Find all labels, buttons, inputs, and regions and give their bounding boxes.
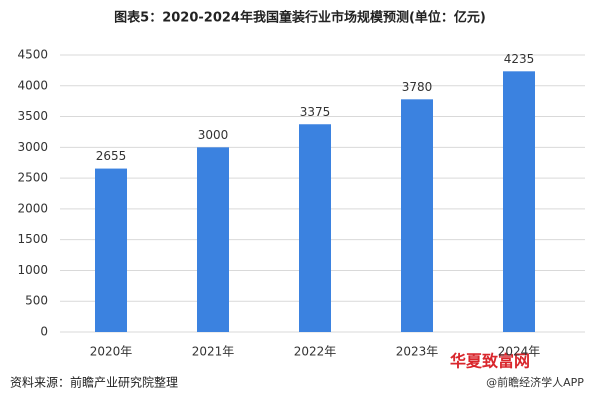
bar: [95, 168, 127, 332]
watermark: 华夏致富网: [450, 352, 530, 371]
watermark: @前瞻经济学人APP: [486, 375, 584, 389]
y-tick-label: 1500: [17, 232, 48, 246]
y-tick-label: 4000: [17, 78, 48, 92]
y-tick-label: 4500: [17, 48, 48, 62]
chart-title: 图表5：2020-2024年我国童装行业市场规模预测(单位：亿元): [114, 10, 486, 26]
x-tick-label: 2022年: [294, 345, 337, 359]
data-label: 3780: [402, 80, 433, 94]
x-tick-label: 2021年: [192, 345, 235, 359]
x-tick-label: 2023年: [396, 345, 439, 359]
data-label: 3000: [198, 128, 229, 142]
data-label: 2655: [96, 149, 127, 163]
source-note: 资料来源：前瞻产业研究院整理: [10, 375, 178, 390]
y-tick-label: 3500: [17, 109, 48, 123]
data-label: 3375: [300, 105, 331, 119]
x-tick-label: 2024年: [498, 345, 541, 359]
y-tick-label: 0: [40, 325, 48, 339]
y-tick-label: 2000: [17, 201, 48, 215]
y-tick-label: 500: [25, 294, 48, 308]
y-tick-label: 3000: [17, 140, 48, 154]
y-tick-label: 2500: [17, 171, 48, 185]
bar: [401, 99, 433, 332]
x-tick-label: 2020年: [90, 345, 133, 359]
data-label: 4235: [504, 52, 535, 66]
bar: [197, 147, 229, 332]
bar: [503, 71, 535, 332]
y-tick-label: 1000: [17, 263, 48, 277]
bar: [299, 124, 331, 332]
